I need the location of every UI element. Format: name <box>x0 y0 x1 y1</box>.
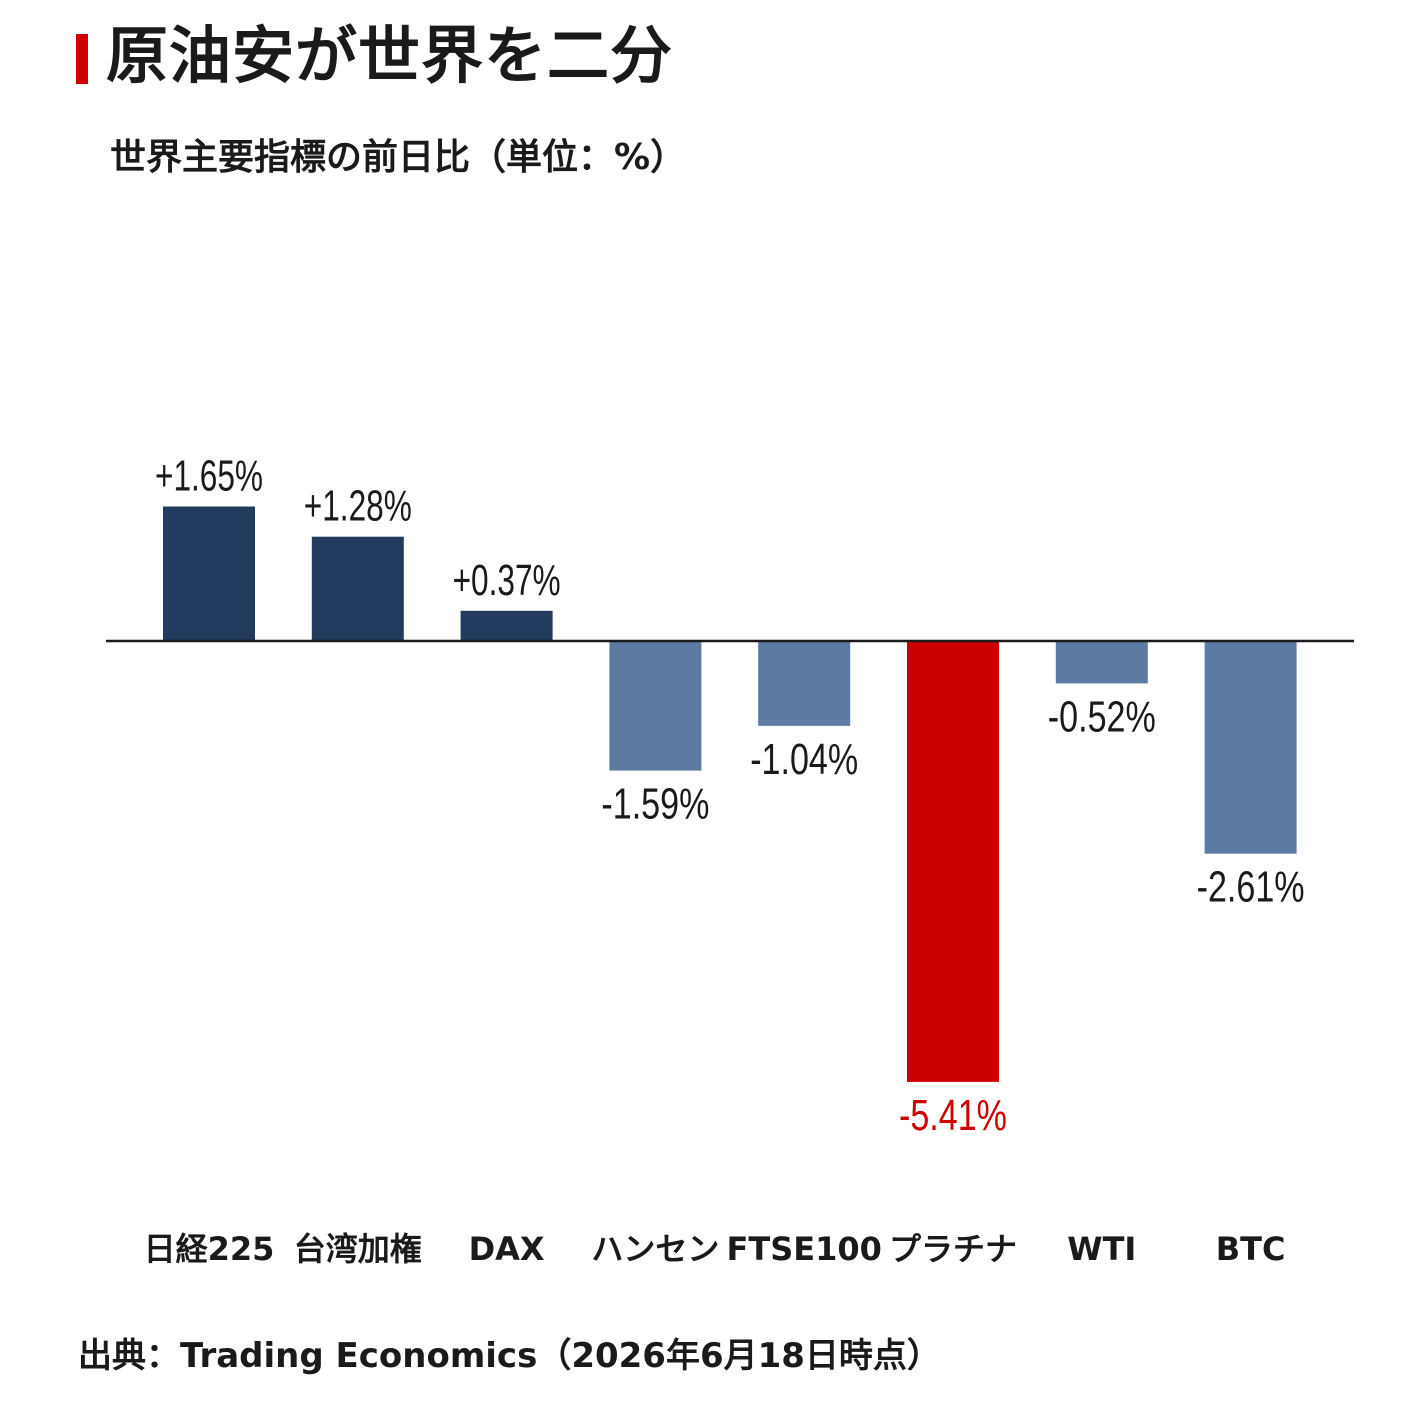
bar-4 <box>758 641 851 726</box>
chart-title: 原油安が世界を二分 <box>106 19 674 92</box>
bar-7 <box>1204 641 1297 854</box>
value-label-1: +1.28% <box>304 482 412 531</box>
category-label-2: DAX <box>469 1230 545 1268</box>
category-label-0: 日経225 <box>144 1230 275 1268</box>
title-marker <box>76 34 88 85</box>
value-label-7: -2.61% <box>1197 863 1305 912</box>
chart-subtitle: 世界主要指標の前日比（単位：%） <box>110 137 687 178</box>
source-note: 出典：Trading Economics（2026年6月18日時点） <box>78 1336 941 1376</box>
value-label-0: +1.65% <box>155 452 263 501</box>
bars-layer <box>163 506 1297 1082</box>
value-label-6: -0.52% <box>1048 692 1156 741</box>
bar-5 <box>907 641 999 1082</box>
bar-chart: +1.65% +1.28% +0.37% -1.59% -1.04% -5.41% -0.5… <box>106 452 1354 1268</box>
title-row: 原油安が世界を二分 <box>76 19 674 92</box>
category-label-3: ハンセン <box>591 1230 719 1268</box>
bar-3 <box>609 641 702 771</box>
bar-1 <box>311 536 404 641</box>
category-label-4: FTSE100 <box>727 1230 882 1268</box>
category-labels-layer: 日経225 台湾加権 DAX ハンセン FTSE100 プラチナ WTI BTC <box>144 1230 1286 1268</box>
category-label-7: BTC <box>1216 1230 1286 1268</box>
value-label-2: +0.37% <box>453 556 561 605</box>
bar-6 <box>1055 641 1148 684</box>
category-label-5: プラチナ <box>889 1230 1017 1268</box>
category-label-1: 台湾加権 <box>294 1230 422 1268</box>
bar-0 <box>163 506 255 641</box>
value-labels-layer: +1.65% +1.28% +0.37% -1.59% -1.04% -5.41% -0.5… <box>155 452 1305 1140</box>
category-label-6: WTI <box>1067 1230 1136 1268</box>
value-label-5: -5.41% <box>899 1091 1007 1140</box>
value-label-3: -1.59% <box>601 780 709 829</box>
bar-2 <box>460 610 553 641</box>
value-label-4: -1.04% <box>750 735 858 784</box>
